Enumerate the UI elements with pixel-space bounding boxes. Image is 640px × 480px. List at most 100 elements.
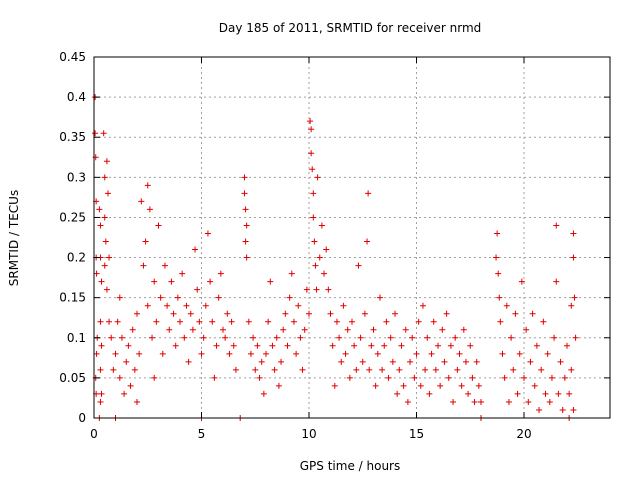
data-point (299, 366, 306, 373)
data-point (571, 294, 578, 301)
data-point (308, 126, 315, 133)
data-point (329, 342, 336, 349)
data-point (144, 302, 151, 309)
y-tick-label: 0.15 (59, 291, 86, 305)
data-point (174, 294, 181, 301)
data-point (501, 374, 508, 381)
data-point (321, 270, 328, 277)
data-point (447, 342, 454, 349)
data-point (170, 310, 177, 317)
data-point (192, 246, 199, 253)
data-point (293, 350, 300, 357)
data-point (103, 158, 110, 165)
data-point (368, 342, 375, 349)
data-point (525, 398, 532, 405)
data-point (189, 326, 196, 333)
data-point (417, 382, 424, 389)
data-point (340, 302, 347, 309)
data-point (365, 190, 372, 197)
data-point (295, 302, 302, 309)
data-point (92, 130, 99, 137)
data-point (306, 310, 312, 317)
data-point (213, 342, 220, 349)
data-point (290, 318, 297, 325)
data-point (116, 294, 123, 301)
data-point (101, 262, 108, 269)
data-point (570, 406, 577, 413)
data-point (102, 238, 109, 245)
data-point (353, 366, 360, 373)
data-point (430, 318, 437, 325)
y-tick-label: 0.35 (59, 130, 86, 144)
data-point (136, 350, 143, 357)
data-point (232, 366, 239, 373)
data-point (101, 174, 108, 181)
data-point (144, 182, 151, 189)
data-point (331, 382, 338, 389)
y-tick-label: 0.45 (59, 50, 86, 64)
data-point (355, 262, 362, 269)
data-point (271, 366, 278, 373)
data-point (220, 326, 226, 333)
data-point (441, 358, 448, 365)
data-point (497, 318, 504, 325)
x-axis-label: GPS time / hours (300, 459, 401, 473)
data-point (282, 310, 289, 317)
data-point (394, 390, 401, 397)
data-point (383, 318, 390, 325)
data-point (493, 254, 500, 261)
data-point (398, 342, 405, 349)
data-point (198, 350, 205, 357)
data-point (570, 254, 577, 261)
data-point (475, 382, 482, 389)
data-point (323, 246, 330, 253)
y-tick-label: 0.2 (67, 251, 86, 265)
data-point (503, 302, 510, 309)
data-point (555, 390, 562, 397)
data-point (177, 318, 183, 325)
data-point (242, 238, 249, 245)
data-point (413, 350, 420, 357)
data-point (379, 366, 386, 373)
data-point (166, 326, 173, 333)
data-point (462, 358, 469, 365)
data-point (108, 334, 115, 341)
data-point (265, 318, 272, 325)
data-point (499, 350, 506, 357)
data-point (357, 334, 364, 341)
data-point (185, 358, 192, 365)
data-point (553, 278, 560, 285)
y-axis-label: SRMTID / TECUs (7, 190, 21, 286)
data-point (361, 310, 368, 317)
data-point (561, 374, 568, 381)
data-point (523, 326, 530, 333)
data-point (93, 350, 100, 357)
data-point (196, 318, 203, 325)
data-point (301, 326, 308, 333)
data-point (97, 318, 104, 325)
data-point (96, 206, 103, 213)
data-point (151, 374, 158, 381)
data-point (172, 342, 179, 349)
data-point (336, 334, 343, 341)
data-point (110, 366, 117, 373)
data-point (267, 278, 274, 285)
data-point (514, 390, 521, 397)
data-point (568, 302, 575, 309)
chart-title: Day 185 of 2011, SRMTID for receiver nrm… (219, 21, 482, 35)
y-tick-label: 0 (78, 411, 86, 425)
data-point (211, 374, 218, 381)
data-point (118, 334, 125, 341)
data-point (309, 166, 316, 173)
data-point (318, 222, 325, 229)
y-tick-label: 0.4 (67, 90, 86, 104)
data-point (297, 334, 304, 341)
data-point (97, 222, 104, 229)
data-point (533, 342, 540, 349)
data-point (325, 286, 332, 293)
data-point (366, 366, 373, 373)
y-tick-label: 0.05 (59, 371, 86, 385)
data-point (392, 310, 398, 317)
data-point (460, 326, 467, 333)
y-tick-label: 0.3 (67, 170, 86, 184)
